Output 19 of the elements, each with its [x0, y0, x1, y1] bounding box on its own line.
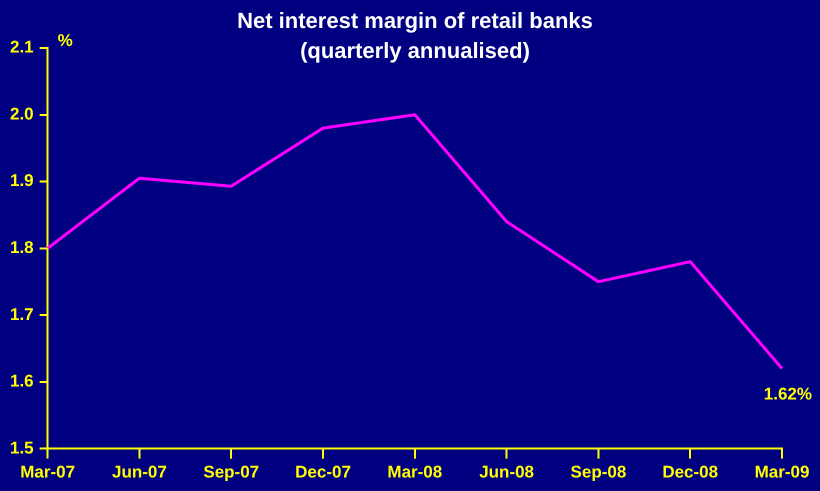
y-tick-label: 2.0 — [10, 104, 34, 124]
x-tick-label: Mar-08 — [387, 462, 442, 482]
y-tick-label: 1.8 — [10, 238, 34, 257]
y-tick-label: 1.7 — [10, 304, 34, 324]
y-axis-title: % — [58, 31, 73, 50]
x-tick-label: Jun-08 — [479, 462, 534, 482]
annotation: 1.62% — [764, 384, 812, 404]
y-tick-label: 1.9 — [10, 171, 34, 190]
x-tick-label: Sep-07 — [203, 462, 260, 482]
x-tick-label: Dec-08 — [662, 462, 718, 482]
chart-title: Net interest margin of retail banks (quarterly annualised) — [236, 7, 594, 65]
x-tick-label: Mar-09 — [754, 462, 810, 482]
x-tick-label: Dec-07 — [295, 462, 351, 482]
y-tick-label: 1.5 — [10, 438, 34, 458]
x-tick-label: Jun-07 — [112, 462, 167, 482]
y-tick-label: 2.1 — [10, 38, 34, 57]
y-tick-label: 1.6 — [10, 372, 34, 391]
x-tick-label: Sep-08 — [570, 462, 626, 482]
x-tick-label: Mar-07 — [20, 462, 76, 482]
